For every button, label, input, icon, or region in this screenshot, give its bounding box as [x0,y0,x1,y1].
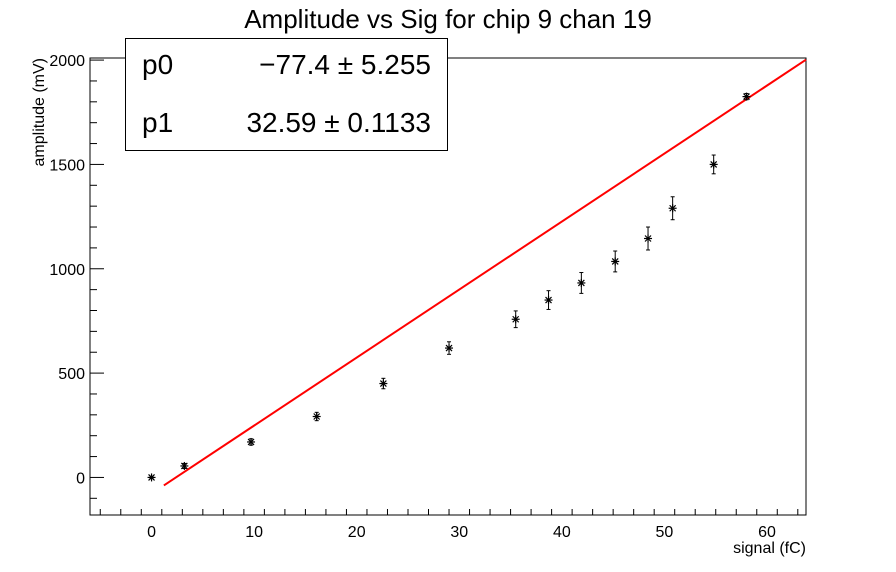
star-marker [379,380,387,387]
star-marker [148,474,155,481]
data-point [379,377,388,390]
data-point [611,250,620,273]
fit-parameters-box: p0 −77.4 ± 5.255 p1 32.59 ± 0.1133 [125,38,448,151]
fit-param-value: 32.59 ± 0.1133 [246,107,431,138]
star-marker [512,315,520,323]
fit-line-segment [163,58,807,487]
star-marker [445,344,453,352]
y-tick-label: 1000 [49,262,85,279]
star-marker [313,413,321,420]
star-marker [577,279,585,287]
star-marker [644,235,652,242]
star-marker [611,258,619,265]
data-point [312,411,321,422]
star-marker [247,438,255,446]
data-point [577,272,586,294]
y-axis-label: amplitude (mV) [31,58,48,166]
x-tick-label: 40 [553,524,571,541]
star-marker [180,462,188,470]
star-marker [669,204,677,212]
x-axis-label: signal (fC) [733,540,806,557]
y-tick-label: 500 [58,366,85,383]
x-tick-label: 60 [758,524,776,541]
fit-param-row: p1 32.59 ± 0.1133 [126,99,447,149]
x-tick-label: 20 [348,524,366,541]
data-point [709,154,718,175]
star-marker [743,93,750,101]
data-points [147,92,751,482]
y-axis-ticks: 0 500 1000 1500 2000 [49,53,104,499]
fit-param-row: p0 −77.4 ± 5.255 [126,41,447,91]
star-marker [545,296,552,304]
x-tick-label: 10 [245,524,263,541]
data-point [511,310,520,329]
x-axis-ticks: 0 10 20 30 40 50 60 [99,509,799,541]
plot-frame [89,57,807,516]
fit-param-name: p1 [142,107,174,138]
y-tick-label: 1500 [49,157,85,174]
data-point [644,226,653,251]
data-point [180,461,189,470]
x-tick-label: 30 [450,524,468,541]
y-tick-label: 2000 [49,53,85,70]
fit-param-name: p0 [142,49,174,80]
fit-line [163,58,807,487]
data-point [445,341,454,355]
fit-param-value: −77.4 ± 5.255 [259,49,431,80]
star-marker [710,161,718,168]
data-point [742,92,751,101]
data-point [147,473,156,482]
data-point [544,290,553,310]
data-point [247,437,256,446]
plot-border [89,57,807,516]
chart-title: Amplitude vs Sig for chip 9 chan 19 [244,4,652,34]
x-tick-label: 0 [147,524,156,541]
data-point [668,196,677,221]
x-tick-label: 50 [656,524,674,541]
y-tick-label: 0 [76,470,85,487]
